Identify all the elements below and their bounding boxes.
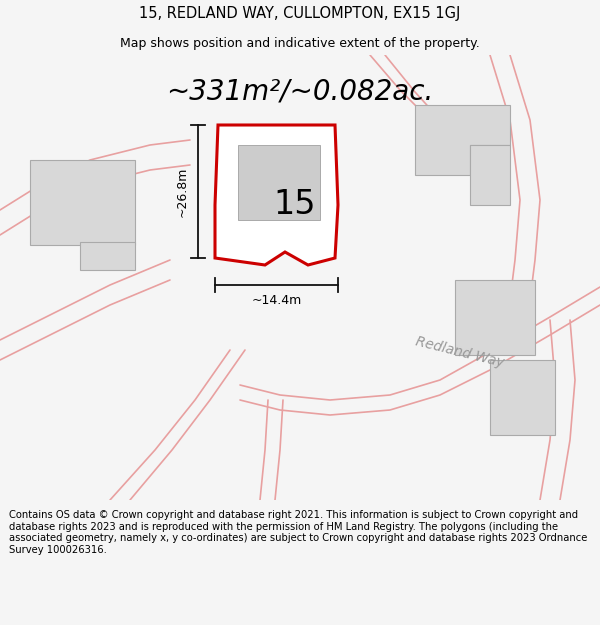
Text: 15, REDLAND WAY, CULLOMPTON, EX15 1GJ: 15, REDLAND WAY, CULLOMPTON, EX15 1GJ [139,6,461,21]
Polygon shape [30,160,135,245]
Polygon shape [470,145,510,205]
Text: ~331m²/~0.082ac.: ~331m²/~0.082ac. [166,78,434,106]
Polygon shape [80,242,135,270]
Text: ~26.8m: ~26.8m [176,166,188,217]
Text: 15: 15 [274,189,316,221]
Polygon shape [455,280,535,355]
Text: Redland Way: Redland Way [414,334,506,370]
Polygon shape [215,125,338,265]
Polygon shape [415,105,510,175]
Text: Contains OS data © Crown copyright and database right 2021. This information is : Contains OS data © Crown copyright and d… [9,510,587,555]
Polygon shape [238,145,320,220]
Text: Map shows position and indicative extent of the property.: Map shows position and indicative extent… [120,38,480,51]
Polygon shape [490,360,555,435]
Text: ~14.4m: ~14.4m [251,294,302,308]
